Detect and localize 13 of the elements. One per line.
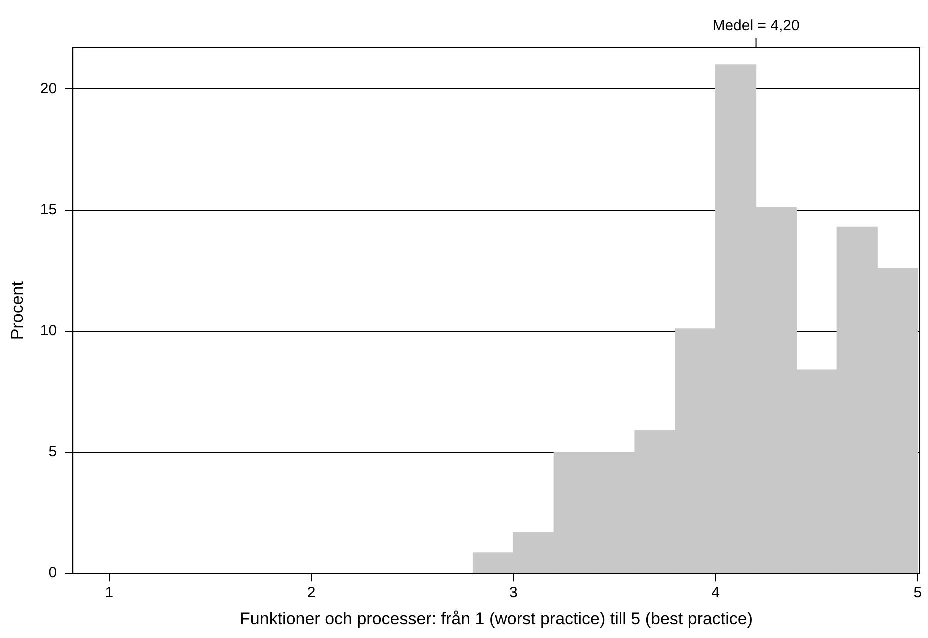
x-axis-title: Funktioner och processer: från 1 (worst practice) till 5 (best practice)	[240, 609, 754, 628]
y-tick-label: 0	[48, 564, 58, 582]
x-tick-label: 4	[712, 584, 720, 602]
y-tick-label: 15	[40, 201, 58, 218]
x-tick-label: 2	[307, 584, 316, 602]
y-tick-label: 10	[40, 322, 58, 340]
x-tick-label: 5	[914, 584, 922, 602]
y-tick-label: 20	[40, 80, 58, 98]
y-axis-title: Procent	[8, 281, 27, 340]
ref-line-label: Medel = 4,20	[712, 18, 800, 35]
x-tick-label: 3	[510, 584, 518, 602]
x-tick-label: 1	[105, 584, 114, 602]
y-tick-label: 5	[48, 444, 58, 461]
